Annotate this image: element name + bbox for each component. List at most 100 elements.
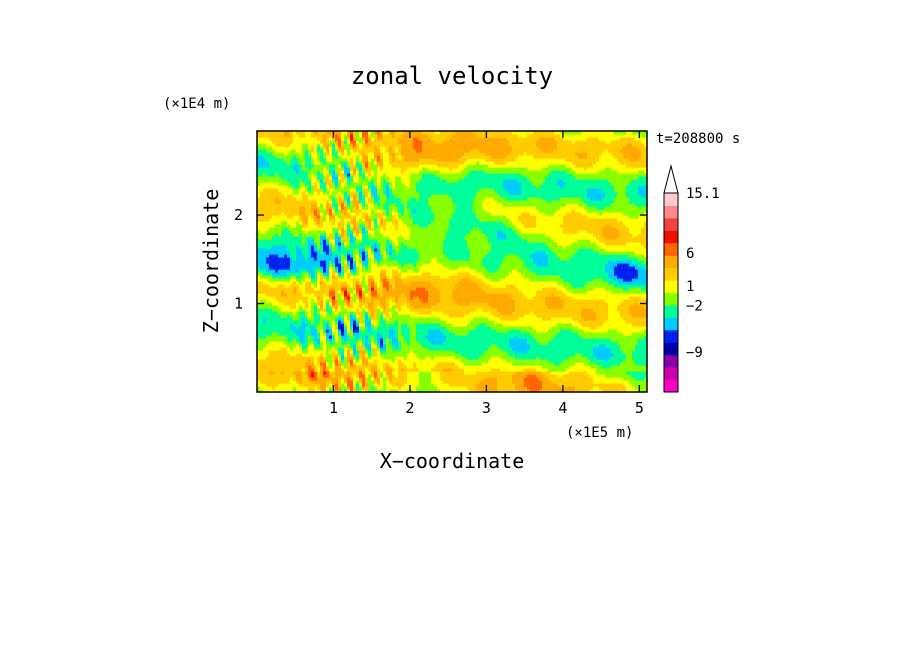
field-cell: [473, 305, 477, 309]
field-cell: [347, 305, 351, 309]
field-cell: [530, 311, 534, 315]
field-cell: [332, 326, 336, 330]
field-cell: [464, 374, 468, 378]
field-cell: [293, 362, 297, 366]
field-cell: [632, 374, 636, 378]
field-cell: [305, 323, 309, 327]
field-cell: [428, 302, 432, 306]
field-cell: [440, 299, 444, 303]
field-cell: [281, 293, 285, 297]
field-cell: [395, 368, 399, 372]
field-cell: [323, 293, 327, 297]
field-cell: [386, 362, 390, 366]
field-cell: [329, 323, 333, 327]
field-cell: [593, 350, 597, 354]
field-cell: [473, 323, 477, 327]
field-cell: [497, 320, 501, 324]
field-cell: [374, 332, 378, 336]
field-cell: [263, 386, 267, 390]
field-cell: [350, 317, 354, 321]
field-cell: [326, 308, 330, 312]
field-cell: [317, 353, 321, 357]
field-cell: [356, 338, 360, 342]
field-cell: [449, 377, 453, 381]
field-cell: [572, 317, 576, 321]
field-cell: [302, 323, 306, 327]
field-cell: [572, 350, 576, 354]
field-cell: [314, 380, 318, 384]
field-cell: [443, 296, 447, 300]
field-cell: [377, 356, 381, 360]
field-cell: [599, 374, 603, 378]
field-cell: [275, 329, 279, 333]
field-cell: [449, 323, 453, 327]
field-cell: [629, 314, 633, 318]
field-cell: [521, 389, 525, 392]
field-cell: [614, 347, 618, 351]
field-cell: [389, 347, 393, 351]
field-cell: [272, 380, 276, 384]
field-cell: [314, 356, 318, 360]
field-cell: [584, 305, 588, 309]
field-cell: [608, 353, 612, 357]
field-cell: [296, 374, 300, 378]
field-cell: [263, 293, 267, 297]
field-cell: [422, 320, 426, 324]
field-cell: [497, 293, 501, 297]
field-cell: [593, 359, 597, 363]
field-cell: [419, 344, 423, 348]
field-cell: [281, 344, 285, 348]
field-cell: [431, 299, 435, 303]
field-cell: [305, 299, 309, 303]
field-cell: [512, 317, 516, 321]
field-cell: [521, 332, 525, 336]
field-cell: [356, 353, 360, 357]
field-cell: [617, 302, 621, 306]
field-cell: [326, 305, 330, 309]
field-cell: [527, 377, 531, 381]
field-cell: [458, 359, 462, 363]
field-cell: [404, 383, 408, 387]
field-cell: [524, 371, 528, 375]
field-cell: [602, 362, 606, 366]
field-cell: [335, 344, 339, 348]
field-cell: [587, 305, 591, 309]
field-cell: [524, 326, 528, 330]
field-cell: [635, 320, 639, 324]
field-cell: [266, 383, 270, 387]
field-cell: [431, 332, 435, 336]
field-cell: [500, 338, 504, 342]
field-cell: [335, 347, 339, 351]
field-cell: [539, 353, 543, 357]
field-cell: [605, 380, 609, 384]
field-cell: [434, 314, 438, 318]
field-cell: [590, 347, 594, 351]
field-cell: [434, 338, 438, 342]
field-cell: [569, 335, 573, 339]
field-cell: [410, 299, 414, 303]
field-cell: [458, 374, 462, 378]
field-cell: [323, 296, 327, 300]
field-cell: [494, 296, 498, 300]
field-cell: [521, 293, 525, 297]
field-cell: [335, 320, 339, 324]
field-cell: [410, 377, 414, 381]
field-cell: [581, 320, 585, 324]
field-cell: [344, 299, 348, 303]
field-cell: [602, 299, 606, 303]
field-cell: [623, 362, 627, 366]
field-cell: [404, 386, 408, 390]
field-cell: [536, 326, 540, 330]
field-cell: [620, 323, 624, 327]
field-cell: [476, 311, 480, 315]
field-cell: [539, 386, 543, 390]
field-cell: [323, 305, 327, 309]
field-cell: [641, 305, 645, 309]
field-cell: [506, 344, 510, 348]
field-cell: [551, 362, 555, 366]
field-cell: [428, 296, 432, 300]
field-cell: [266, 320, 270, 324]
field-cell: [269, 350, 273, 354]
field-cell: [602, 359, 606, 363]
field-cell: [434, 374, 438, 378]
